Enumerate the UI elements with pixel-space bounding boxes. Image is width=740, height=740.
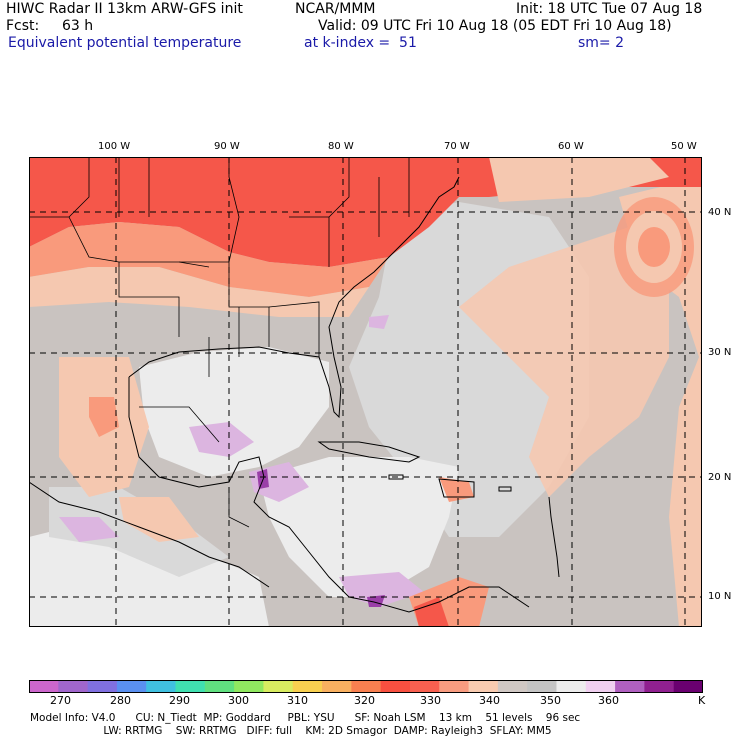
colorbar-swatch	[409, 680, 440, 693]
colorbar-label-270: 270	[50, 694, 71, 707]
colorbar-swatch	[644, 680, 675, 693]
colorbar-swatch	[527, 680, 557, 693]
colorbar-swatch	[439, 680, 470, 693]
smoothing: sm= 2	[578, 35, 625, 51]
colorbar-swatch	[234, 680, 264, 693]
cuba	[317, 441, 421, 463]
theta-e-map	[29, 157, 702, 627]
colorbar-swatch	[87, 680, 118, 693]
lilac-pacific-patch	[59, 517, 119, 542]
map-frame	[29, 157, 702, 627]
lon-label-90w: 90 W	[214, 141, 240, 152]
atlantic-warm-band	[459, 227, 669, 497]
colorbar-label-310: 310	[287, 694, 308, 707]
colorbar-frame	[29, 680, 703, 693]
nw-atlantic-swirl-inner	[638, 227, 670, 267]
hispaniola	[438, 478, 475, 498]
colombia-hot	[414, 597, 449, 627]
colorbar-swatch	[380, 680, 411, 693]
colorbar-label-280: 280	[110, 694, 131, 707]
lilac-panama-patch	[339, 572, 424, 607]
colorbar-swatch	[615, 680, 645, 693]
colorbar-swatch	[556, 680, 587, 693]
colorbar-unit: K	[698, 694, 706, 707]
atlantic-east-mild	[619, 177, 702, 627]
colorbar-label-360: 360	[598, 694, 619, 707]
colorbar-label-350: 350	[540, 694, 561, 707]
colorbar-swatch	[58, 680, 89, 693]
colorbar-swatch	[146, 680, 177, 693]
level-index: at k-index = 51	[304, 35, 417, 51]
lat-label-40n: 40 N	[708, 207, 732, 218]
mexico-coast	[128, 377, 375, 603]
coastlines	[29, 176, 560, 613]
lilac-atlantic-patch	[369, 315, 389, 329]
field-name: Equivalent potential temperature	[8, 35, 242, 51]
colorbar-swatch	[263, 680, 294, 693]
colorbar-swatch	[116, 680, 147, 693]
us-gulf-east-coast	[128, 176, 460, 419]
forecast-hour: 63 h	[62, 18, 94, 34]
central-america-warm	[119, 497, 199, 542]
init-time: Init: 18 UTC Tue 07 Aug 18	[516, 1, 703, 17]
latlon-grid	[29, 157, 702, 627]
lilac-gulf-patch	[189, 422, 254, 457]
colorbar-swatch	[468, 680, 499, 693]
gulf-pale-region	[139, 347, 329, 477]
colorbar-swatch	[673, 680, 703, 693]
colorbar-swatch	[585, 680, 616, 693]
colorbar-label-340: 340	[479, 694, 500, 707]
colorbar-label-290: 290	[169, 694, 190, 707]
colorbar-swatch	[29, 680, 59, 693]
colorbar-label-320: 320	[354, 694, 375, 707]
colorbar	[29, 680, 703, 693]
lat-label-30n: 30 N	[708, 347, 732, 358]
lat-label-10n: 10 N	[708, 591, 732, 602]
lon-label-60w: 60 W	[558, 141, 584, 152]
colorbar-label-300: 300	[228, 694, 249, 707]
mexico-pacific-coast	[29, 481, 270, 588]
jamaica	[388, 474, 404, 480]
mexico-orange-patch	[89, 397, 119, 437]
lon-label-70w: 70 W	[444, 141, 470, 152]
colorbar-swatch	[351, 680, 382, 693]
forecast-label: Fcst:	[6, 18, 40, 34]
northeast-mild	[489, 157, 669, 202]
model-title: HIWC Radar II 13km ARW-GFS init	[6, 1, 243, 17]
lesser-antilles	[548, 496, 560, 578]
puerto-rico	[498, 486, 512, 492]
model-info-line1: Model Info: V4.0 CU: N_Tiedt MP: Goddard…	[30, 712, 581, 724]
us-mild-band	[29, 267, 369, 317]
caribbean-pale-region	[259, 457, 459, 597]
south-america-coast	[373, 586, 530, 613]
organization: NCAR/MMM	[295, 1, 376, 17]
colorbar-swatch	[204, 680, 235, 693]
colorbar-swatch	[497, 680, 528, 693]
colorbar-swatch	[322, 680, 352, 693]
model-info-line2: LW: RRTMG SW: RRTMG DIFF: full KM: 2D Sm…	[30, 725, 552, 737]
political-borders	[29, 157, 410, 528]
pacific-pale-region	[29, 517, 269, 627]
lon-label-50w: 50 W	[671, 141, 697, 152]
us-warm-band	[29, 222, 389, 297]
colorbar-label-330: 330	[420, 694, 441, 707]
lon-label-100w: 100 W	[98, 141, 131, 152]
colorbar-swatch	[292, 680, 323, 693]
valid-time: Valid: 09 UTC Fri 10 Aug 18 (05 EDT Fri …	[318, 18, 672, 34]
hispaniola-warm	[439, 477, 474, 502]
colorbar-swatch	[175, 680, 206, 693]
mexico-pacific-band	[49, 487, 229, 577]
lon-label-80w: 80 W	[328, 141, 354, 152]
lat-label-20n: 20 N	[708, 472, 732, 483]
